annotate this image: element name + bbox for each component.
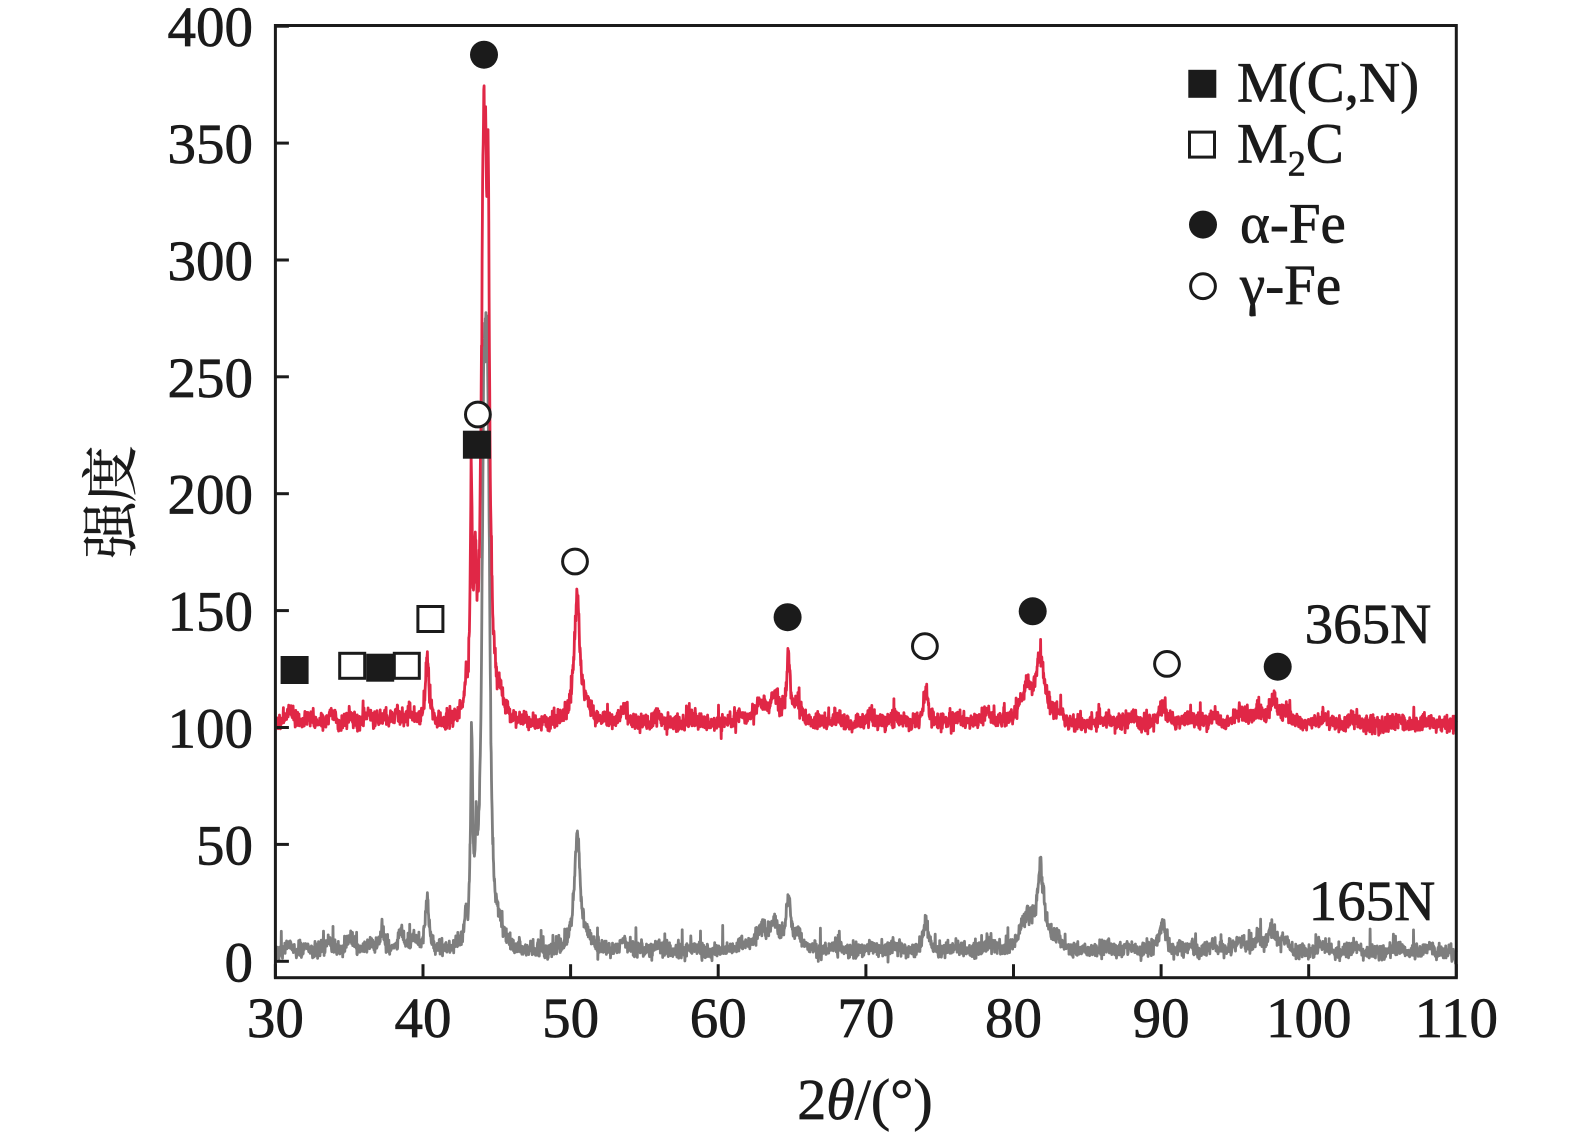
svg-text:70: 70 bbox=[837, 987, 894, 1050]
svg-text:γ-Fe: γ-Fe bbox=[1239, 254, 1341, 317]
svg-text:300: 300 bbox=[168, 230, 254, 293]
svg-text:2θ/(°): 2θ/(°) bbox=[797, 1067, 932, 1132]
svg-text:100: 100 bbox=[1266, 987, 1352, 1050]
svg-text:100: 100 bbox=[168, 698, 254, 761]
svg-text:165N: 165N bbox=[1309, 870, 1436, 933]
svg-text:250: 250 bbox=[168, 347, 254, 410]
svg-text:150: 150 bbox=[168, 581, 254, 644]
svg-text:0: 0 bbox=[225, 931, 254, 994]
svg-text:80: 80 bbox=[985, 987, 1042, 1050]
svg-text:110: 110 bbox=[1415, 987, 1498, 1050]
svg-text:350: 350 bbox=[168, 113, 254, 176]
svg-text:60: 60 bbox=[690, 987, 747, 1050]
svg-text:40: 40 bbox=[395, 987, 452, 1050]
svg-text:50: 50 bbox=[542, 987, 599, 1050]
svg-text:50: 50 bbox=[196, 814, 253, 877]
svg-text:90: 90 bbox=[1133, 987, 1190, 1050]
svg-text:200: 200 bbox=[168, 464, 254, 527]
svg-text:M(C,N): M(C,N) bbox=[1237, 52, 1419, 115]
svg-text:365N: 365N bbox=[1305, 593, 1432, 656]
svg-text:30: 30 bbox=[247, 987, 304, 1050]
svg-text:400: 400 bbox=[168, 0, 254, 59]
svg-text:α-Fe: α-Fe bbox=[1240, 192, 1346, 255]
